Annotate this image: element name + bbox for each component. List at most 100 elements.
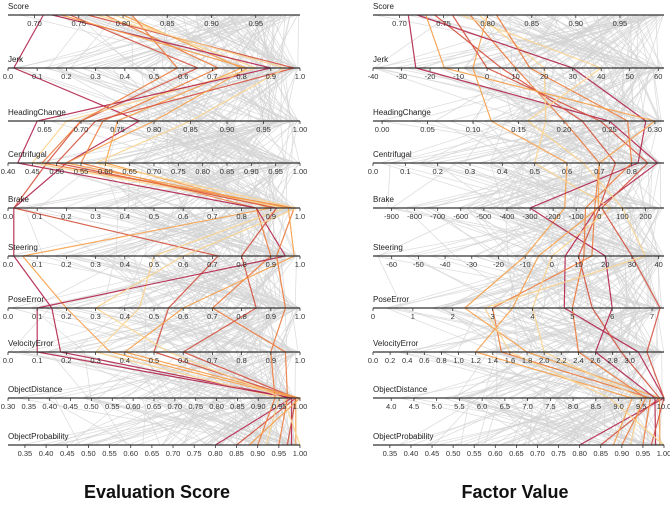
tick-label: 0.0 xyxy=(3,356,13,365)
tick-label: 1.4 xyxy=(488,356,498,365)
tick-label: 1.6 xyxy=(505,356,515,365)
tick-label: 0.35 xyxy=(18,449,33,458)
background-line xyxy=(390,14,651,446)
tick-label: 0.70 xyxy=(147,167,162,176)
tick-label: 0.85 xyxy=(183,125,198,134)
tick-label: 6 xyxy=(610,312,614,321)
tick-label: 0.6 xyxy=(419,356,429,365)
tick-label: 0.75 xyxy=(551,449,566,458)
tick-label: 0 xyxy=(597,212,601,221)
tick-label: 0.3 xyxy=(90,212,100,221)
tick-label: 0.3 xyxy=(90,356,100,365)
tick-label: 1.0 xyxy=(295,312,305,321)
tick-label: 0.5 xyxy=(149,72,159,81)
tick-label: 0.70 xyxy=(27,19,42,28)
tick-label: 0.90 xyxy=(244,167,259,176)
tick-label: 0.45 xyxy=(425,449,440,458)
axis-pose-error: PoseError 0 1 2 3 4 5 6 7 xyxy=(371,295,664,321)
tick-label: 0.4 xyxy=(120,212,130,221)
background-line xyxy=(154,14,291,446)
tick-label: 0.5 xyxy=(149,212,159,221)
tick-label: 0.85 xyxy=(593,449,608,458)
tick-label: 0.70 xyxy=(530,449,545,458)
tick-label: -50 xyxy=(413,260,424,269)
tick-label: 0.75 xyxy=(188,402,203,411)
tick-label: 1.0 xyxy=(295,260,305,269)
tick-label: 0.1 xyxy=(400,167,410,176)
tick-label: 0.85 xyxy=(524,19,539,28)
tick-label: 0.70 xyxy=(166,449,181,458)
tick-label: 9.0 xyxy=(613,402,623,411)
tick-label: -500 xyxy=(476,212,491,221)
axis-label: PoseError xyxy=(8,295,44,304)
tick-label: 1.00 xyxy=(293,402,308,411)
tick-label: -200 xyxy=(546,212,561,221)
background-line xyxy=(439,14,638,446)
tick-label: 3.0 xyxy=(625,356,635,365)
tick-label: 0.2 xyxy=(432,167,442,176)
highlighted-line xyxy=(31,14,288,446)
tick-label: 1.0 xyxy=(295,212,305,221)
tick-label: 0.0 xyxy=(3,212,13,221)
tick-label: 0.5 xyxy=(149,260,159,269)
tick-label: 0.80 xyxy=(480,19,495,28)
background-line xyxy=(456,14,651,446)
background-line xyxy=(473,14,659,446)
axis-label: HeadingChange xyxy=(373,108,431,117)
axis-label: Steering xyxy=(373,243,403,252)
evaluation-score-panel: Score 0.70 0.75 0.80 0.85 0.90 0.95 Jerk 0.0 0.1 0… xyxy=(1,2,308,458)
tick-label: 0.25 xyxy=(602,125,617,134)
tick-label: 0.75 xyxy=(436,19,451,28)
axis-label: ObjectProbability xyxy=(373,432,433,441)
tick-label: 0.3 xyxy=(90,312,100,321)
tick-label: 0.55 xyxy=(467,449,482,458)
background-line xyxy=(88,14,287,446)
axis-object-probability: ObjectProbability 0.35 0.40 0.45 0.50 0.55 0.6… xyxy=(373,432,670,458)
axis-label: Jerk xyxy=(8,55,24,64)
axis-label: VelocityError xyxy=(373,339,419,348)
axis-jerk: Jerk 0.0 0.1 0.2 0.3 0.4 0.5 0.6 0.7 0.8 0.9 1.0 xyxy=(3,55,305,81)
tick-label: 0.90 xyxy=(615,449,630,458)
tick-label: 0.5 xyxy=(529,167,539,176)
tick-label: 0.75 xyxy=(110,125,125,134)
tick-label: 20 xyxy=(540,72,548,81)
highlighted-line xyxy=(434,14,661,446)
tick-label: 0.80 xyxy=(572,449,587,458)
tick-label: 8.0 xyxy=(568,402,578,411)
background-line xyxy=(124,14,296,446)
background-line xyxy=(74,14,296,446)
background-line xyxy=(464,14,659,446)
background-line xyxy=(103,14,296,446)
tick-label: 0.4 xyxy=(120,356,130,365)
tick-label: 0.8 xyxy=(236,260,246,269)
tick-label: 0.7 xyxy=(207,312,217,321)
tick-label: 0.60 xyxy=(126,402,141,411)
tick-label: -800 xyxy=(407,212,422,221)
tick-label: 0.2 xyxy=(61,212,71,221)
tick-label: 0.35 xyxy=(22,402,37,411)
tick-label: -20 xyxy=(493,260,504,269)
background-line xyxy=(69,14,284,446)
background-line xyxy=(11,14,289,446)
tick-label: 0.40 xyxy=(42,402,57,411)
tick-label: 0.1 xyxy=(32,212,42,221)
tick-label: 3 xyxy=(491,312,495,321)
tick-label: 0.40 xyxy=(404,449,419,458)
tick-label: 20 xyxy=(601,260,609,269)
tick-label: 0.55 xyxy=(102,449,117,458)
tick-label: 10.0 xyxy=(657,402,670,411)
tick-label: 0.95 xyxy=(613,19,628,28)
tick-label: 100 xyxy=(616,212,629,221)
tick-label: 0 xyxy=(371,312,375,321)
background-line xyxy=(496,14,656,446)
axis-label: VelocityError xyxy=(8,339,54,348)
highlighted-line xyxy=(12,14,294,446)
tick-label: 0.65 xyxy=(145,449,160,458)
background-line xyxy=(111,14,280,446)
tick-label: 0.1 xyxy=(32,72,42,81)
background-line xyxy=(147,14,300,446)
axis-pose-error: PoseError 0.0 0.1 0.2 0.3 0.4 0.5 0.6 0.7 0.8 0.9 1… xyxy=(3,295,305,321)
tick-label: 0.8 xyxy=(236,356,246,365)
tick-label: 0.90 xyxy=(220,125,235,134)
